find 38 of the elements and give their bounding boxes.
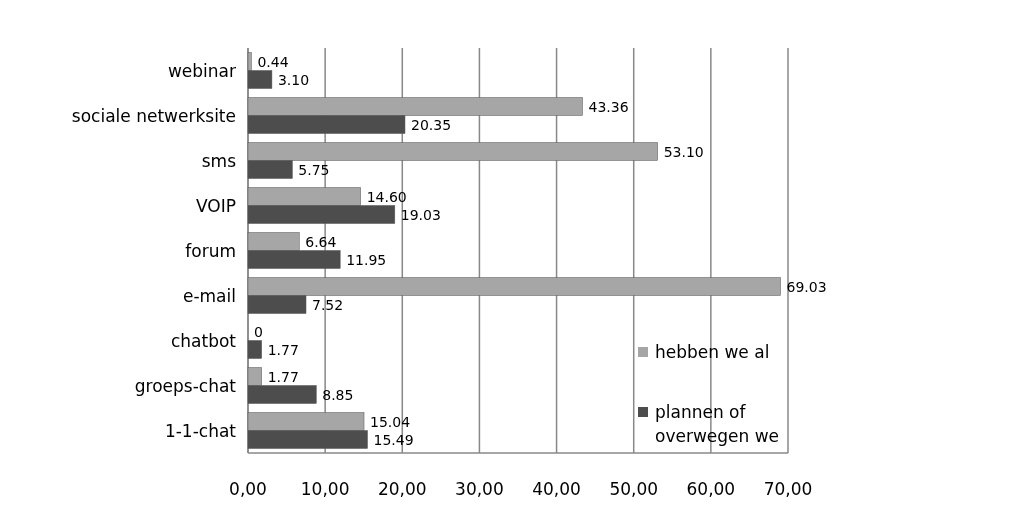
x-tick-label: 70,00 [763,479,813,499]
data-label: 19.03 [400,206,441,223]
y-tick-label: sociale netwerksite [71,105,236,126]
data-label: 3.10 [277,71,310,88]
data-label: 1.77 [267,368,299,385]
x-tick-label: 20,00 [377,479,427,499]
data-label: 53.10 [663,143,704,160]
x-tick-label: 0,00 [229,479,267,499]
data-label: 15.04 [370,413,411,430]
data-label: 20.35 [410,116,452,133]
x-tick-label: 60,00 [686,479,736,499]
x-tick-label: 30,00 [455,479,504,499]
x-tick-label: 40,00 [532,479,581,499]
y-tick-label: webinar [167,60,237,81]
data-label: 0 [254,323,263,340]
data-label: 1.77 [267,341,299,358]
y-tick-label: e-mail [182,285,236,306]
y-tick-label: sms [201,150,237,171]
x-tick-label: 10,00 [300,479,350,499]
y-tick-label: 1-1-chat [164,420,237,441]
data-label: 0.44 [257,53,289,70]
y-tick-label: groeps-chat [134,375,237,396]
y-tick-label: chatbot [170,330,237,351]
data-label: 8.85 [322,386,354,403]
y-tick-label: forum [185,240,236,261]
x-tick-label: 50,00 [609,479,659,499]
data-label: 14.60 [366,188,407,205]
data-label: 15.49 [373,431,414,448]
y-tick-label: VOIP [196,195,236,216]
data-label: 43.36 [588,98,629,115]
data-label: 5.75 [298,161,330,178]
legend-label: plannen of overwegen we [655,402,780,446]
bar [247,340,262,359]
data-label: 7.52 [312,296,344,313]
data-label: 69.03 [786,278,827,295]
data-label: 11.95 [346,251,387,268]
legend-label: hebben we al [655,342,770,362]
data-label: 6.64 [305,233,337,250]
